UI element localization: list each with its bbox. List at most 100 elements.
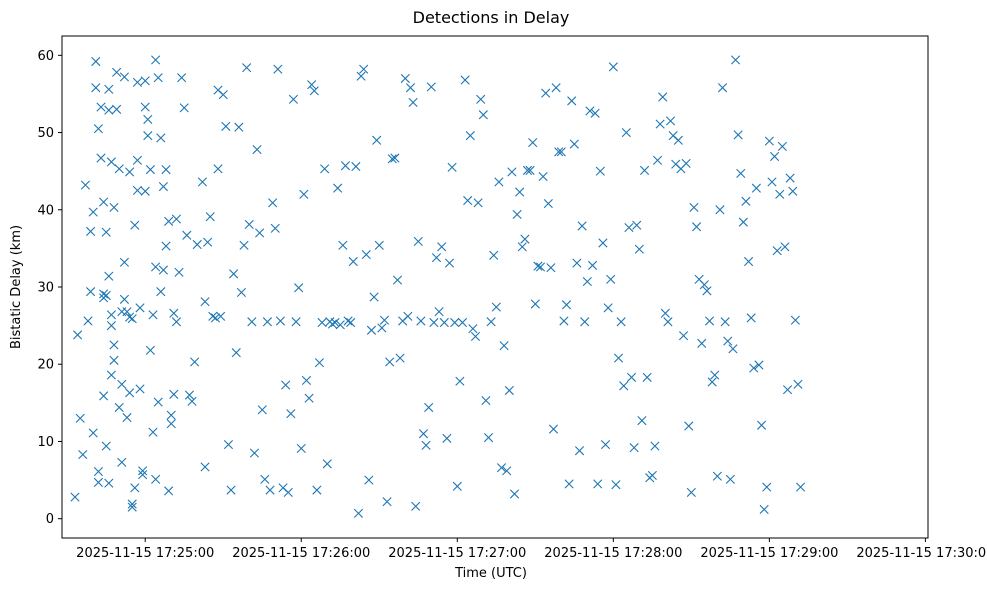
data-point-marker — [684, 421, 694, 431]
data-point-marker — [275, 316, 286, 326]
x-tick-label: 2025-11-15 17:29:00 — [700, 546, 838, 561]
data-point-marker — [164, 216, 174, 226]
data-point-marker — [476, 94, 486, 104]
data-point-marker — [491, 302, 501, 312]
data-point-marker — [359, 64, 369, 74]
data-point-marker — [632, 220, 642, 230]
data-point-marker — [585, 106, 595, 116]
data-point-marker — [156, 287, 166, 297]
data-point-marker — [125, 312, 135, 322]
data-point-marker — [236, 287, 247, 297]
data-point-marker — [244, 219, 254, 230]
data-point-marker — [712, 471, 722, 481]
data-point-marker — [780, 242, 790, 252]
y-tick-label: 60 — [37, 49, 54, 64]
data-point-marker — [171, 214, 182, 224]
data-point-marker — [119, 294, 130, 304]
data-point-marker — [728, 344, 738, 354]
data-point-marker — [229, 269, 239, 279]
data-point-marker — [140, 76, 150, 86]
data-point-marker — [400, 73, 410, 84]
data-point-marker — [75, 413, 85, 423]
data-point-marker — [489, 250, 499, 260]
x-axis-title: Time (UTC) — [454, 566, 527, 581]
data-point-marker — [252, 144, 262, 155]
data-point-marker — [385, 357, 395, 367]
data-point-marker — [330, 317, 340, 328]
data-point-marker — [78, 450, 88, 460]
data-point-marker — [119, 257, 130, 267]
data-point-marker — [650, 441, 660, 451]
data-point-marker — [743, 256, 754, 267]
x-tick-label: 2025-11-15 17:25:00 — [76, 546, 214, 561]
data-point-marker — [494, 177, 504, 187]
data-point-marker — [707, 377, 717, 387]
data-point-marker — [200, 462, 210, 472]
data-point-marker — [93, 124, 103, 134]
data-point-marker — [192, 239, 202, 250]
data-point-marker — [541, 88, 551, 98]
data-point-marker — [439, 317, 449, 328]
data-point-marker — [437, 242, 447, 252]
data-point-marker — [127, 314, 137, 324]
data-point-marker — [681, 158, 691, 169]
data-point-marker — [205, 212, 215, 222]
data-point-marker — [741, 196, 751, 206]
data-point-marker — [262, 317, 273, 327]
data-point-marker — [507, 167, 517, 177]
data-point-marker — [101, 441, 111, 451]
data-point-marker — [348, 256, 358, 267]
data-point-marker — [151, 55, 161, 65]
data-point-marker — [764, 136, 774, 146]
data-point-marker — [218, 90, 228, 100]
data-markers — [70, 55, 806, 518]
data-point-marker — [138, 466, 148, 476]
data-point-marker — [99, 289, 109, 299]
data-point-marker — [309, 86, 319, 96]
data-point-marker — [790, 315, 800, 325]
data-point-marker — [382, 497, 392, 507]
data-point-marker — [301, 375, 312, 386]
data-point-marker — [616, 317, 626, 327]
data-point-marker — [361, 249, 371, 260]
data-point-marker — [483, 433, 494, 443]
data-point-marker — [442, 433, 452, 443]
data-point-marker — [611, 480, 621, 490]
data-point-marker — [548, 424, 559, 434]
data-point-marker — [710, 370, 720, 380]
data-point-marker — [122, 412, 132, 423]
data-point-marker — [104, 271, 114, 281]
data-point-marker — [148, 310, 158, 320]
x-tick-label: 2025-11-15 17:27:00 — [388, 546, 526, 561]
data-point-marker — [520, 234, 530, 244]
data-point-marker — [70, 492, 80, 502]
data-point-marker — [564, 479, 574, 489]
data-point-marker — [104, 478, 114, 488]
data-point-marker — [340, 161, 351, 171]
data-point-marker — [369, 292, 379, 302]
data-point-marker — [746, 313, 756, 323]
data-point-marker — [213, 164, 223, 174]
data-point-marker — [408, 97, 418, 108]
data-point-marker — [538, 171, 548, 182]
x-tick-label: 2025-11-15 17:26:00 — [232, 546, 370, 561]
data-point-marker — [598, 238, 608, 248]
data-point-marker — [733, 130, 743, 140]
data-point-marker — [143, 131, 153, 141]
data-point-marker — [603, 303, 613, 313]
data-point-marker — [161, 241, 171, 251]
data-point-marker — [109, 202, 119, 213]
data-point-marker — [327, 319, 338, 329]
data-point-marker — [730, 55, 741, 65]
data-point-marker — [595, 166, 605, 176]
data-point-marker — [561, 300, 572, 310]
data-point-marker — [525, 165, 535, 175]
data-point-marker — [106, 370, 116, 380]
data-point-marker — [416, 316, 426, 326]
data-point-marker — [153, 397, 163, 407]
data-point-marker — [112, 104, 122, 114]
data-point-marker — [754, 360, 764, 370]
data-point-marker — [148, 427, 158, 437]
data-point-marker — [156, 133, 166, 143]
data-point-marker — [166, 410, 176, 420]
